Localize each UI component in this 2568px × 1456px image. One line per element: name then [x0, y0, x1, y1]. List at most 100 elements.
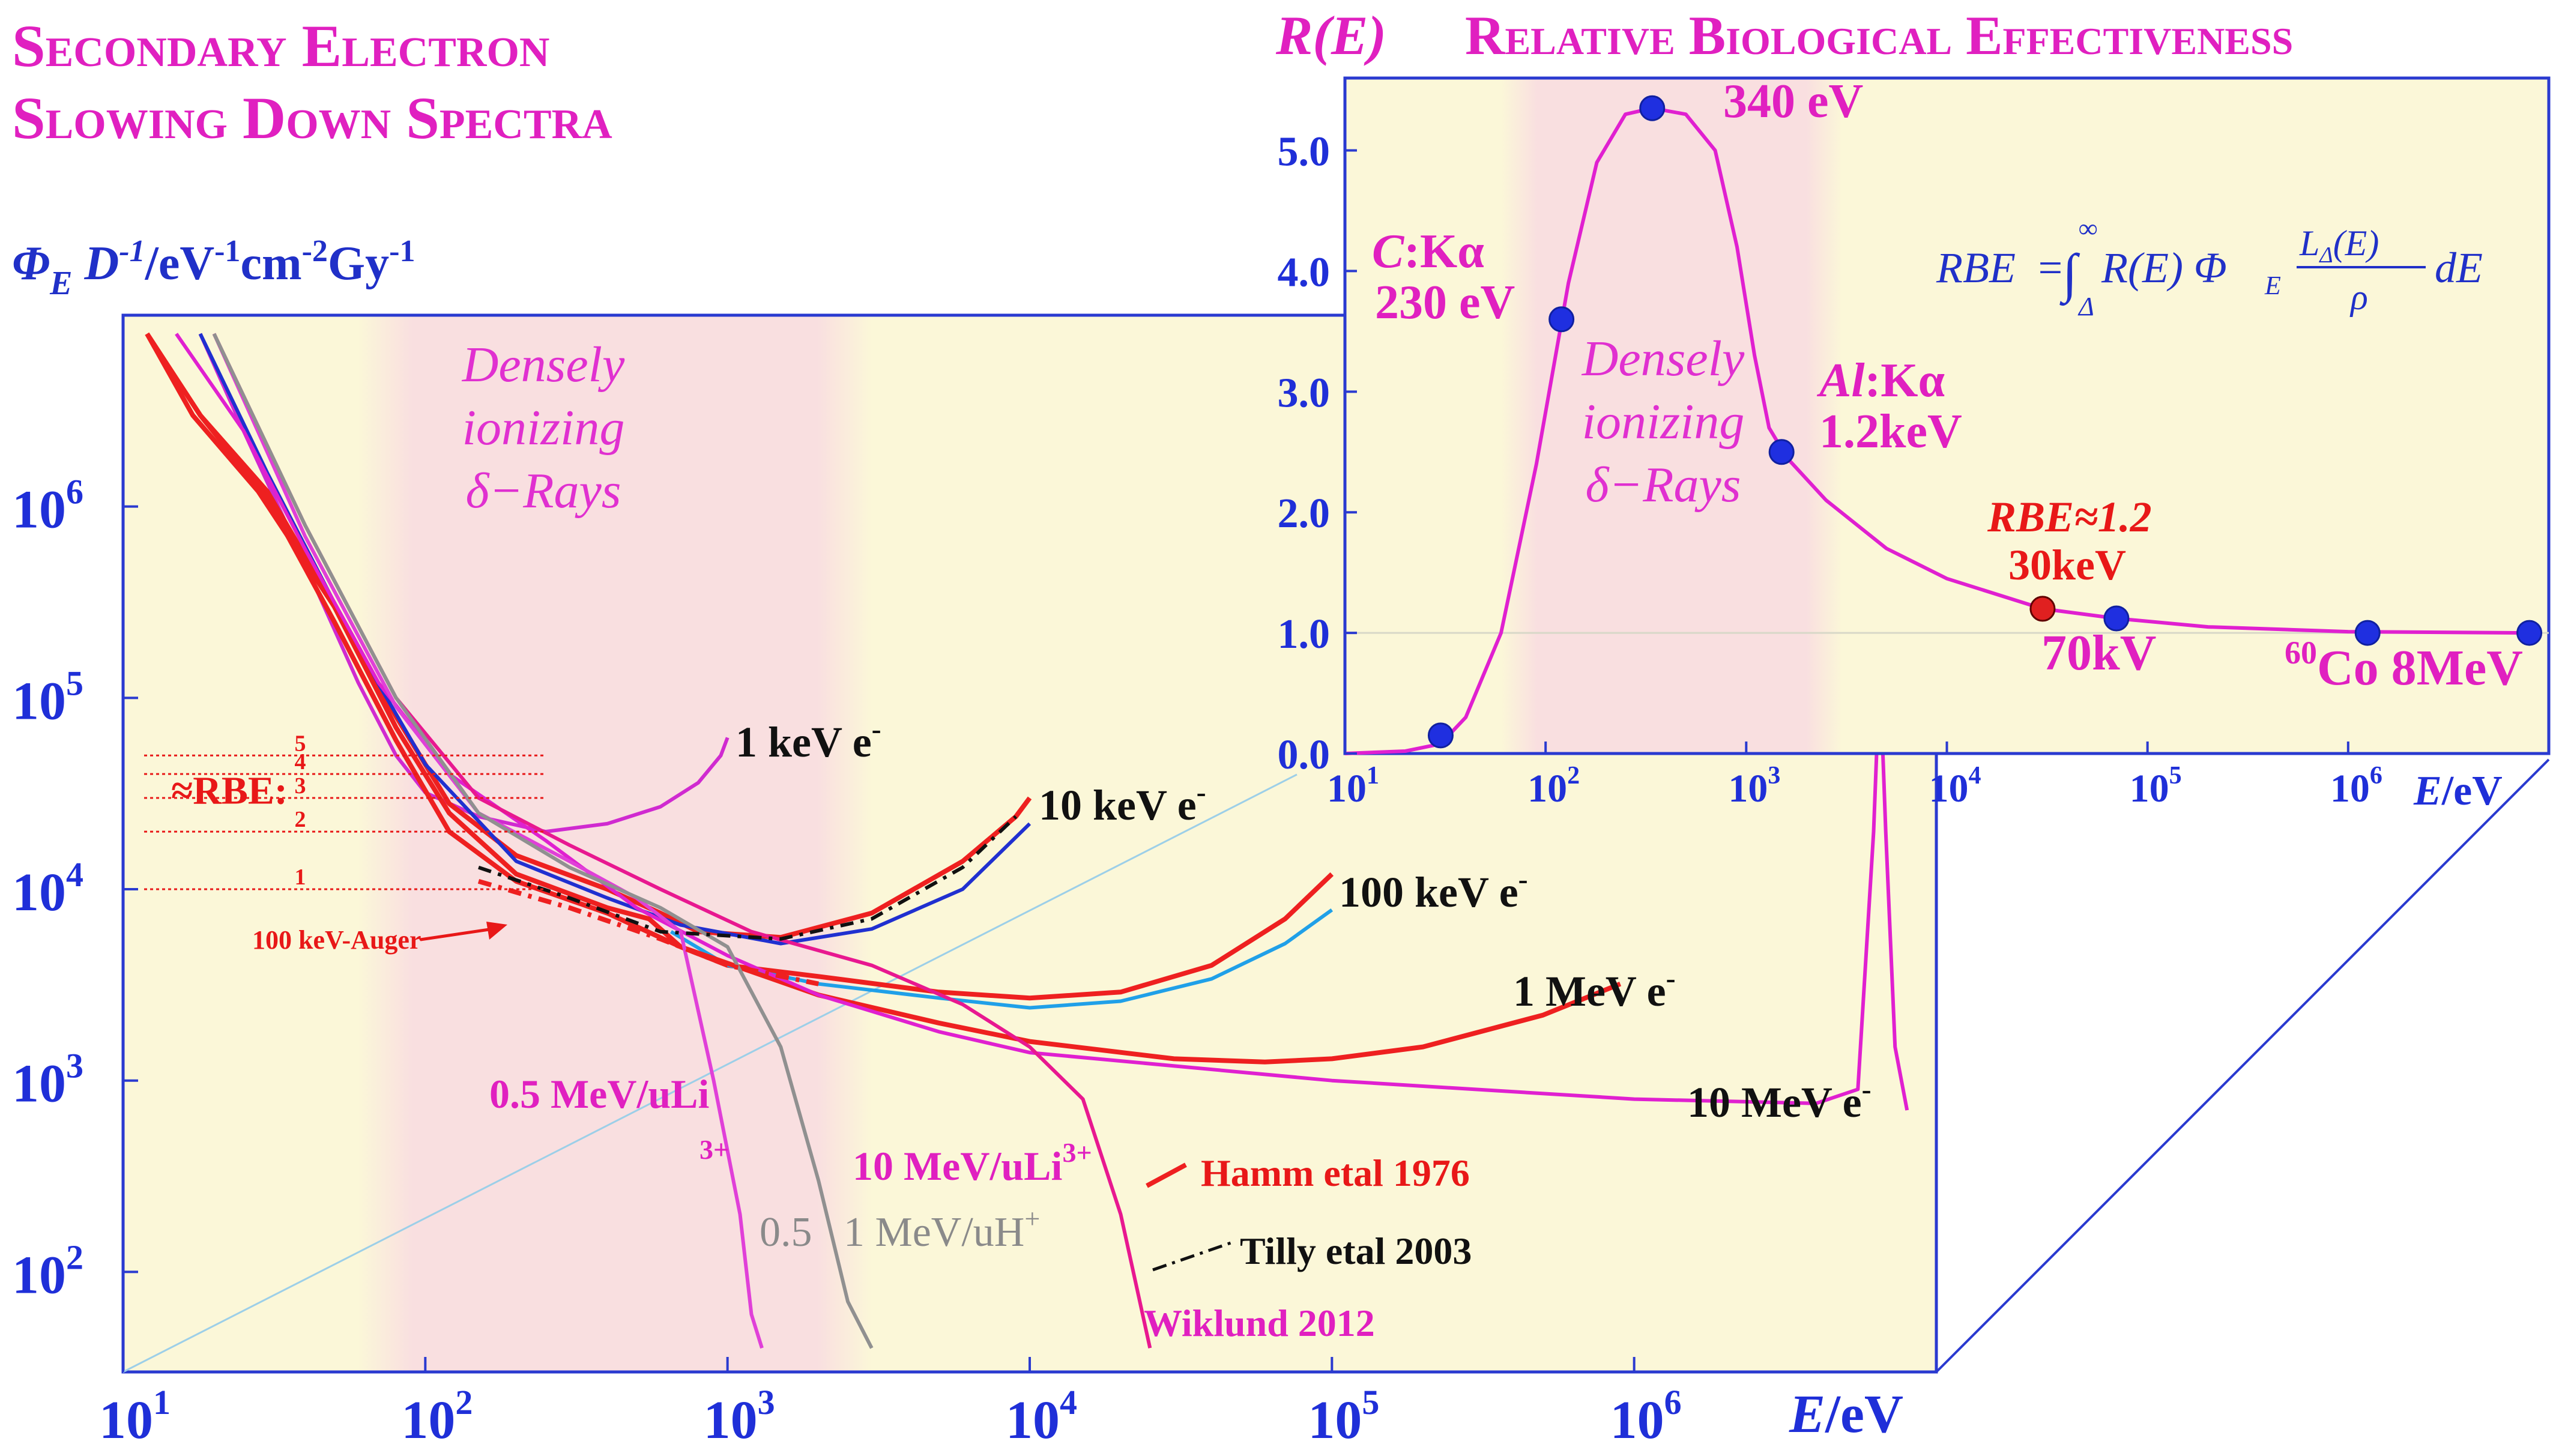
svg-text:RBE: RBE: [1936, 244, 2016, 292]
annot-al-ka: Al:Kα: [1816, 354, 1945, 407]
svg-text:LΔ(E): LΔ(E): [2299, 223, 2379, 268]
inset-y-tick-label: 5.0: [1278, 129, 1331, 175]
annot-340ev: 340 eV: [1723, 75, 1863, 128]
inset-shade-label-2: ionizing: [1582, 394, 1745, 450]
legend-tilly-swatch: [1152, 1241, 1231, 1272]
main-diagonal-guide: [122, 773, 1298, 1373]
label-10keV: 10 keV e-: [1039, 776, 1206, 829]
legend-hamm-label: Hamm etal 1976: [1201, 1152, 1470, 1194]
annot-rbe: RBE≈1.2: [1987, 493, 2152, 541]
rbe-data-point-7: [2516, 620, 2543, 646]
main-x-tick-label: 105: [1308, 1383, 1379, 1450]
rbe-level-number: 2: [295, 807, 306, 832]
annot-al-energy: 1.2keV: [1819, 405, 1962, 458]
rbe-data-point-5: [2103, 605, 2130, 632]
rbe-level-number: 5: [295, 731, 306, 756]
main-series: [145, 332, 1909, 1349]
main-shade-label-3: δ−Rays: [465, 463, 621, 519]
rbe-data-point-0: [1427, 722, 1454, 749]
label-h-05: 0.5: [760, 1209, 812, 1255]
svg-text:E: E: [2264, 271, 2281, 300]
svg-text:=: =: [2035, 244, 2065, 292]
label-100keV: 100 keV e-: [1339, 863, 1528, 916]
inset-y-tick-label: 2.0: [1278, 491, 1331, 537]
main-y-tick-label: 106: [12, 473, 83, 540]
annot-c-energy: 230 eV: [1375, 276, 1515, 329]
inset-y-axis-label: R(E): [1275, 5, 1386, 66]
inset-x-tick-label: 106: [2330, 762, 2382, 811]
svg-text:∞: ∞: [2079, 214, 2097, 243]
main-series-line-10: [477, 878, 819, 986]
main-shade-label-1: Densely: [462, 337, 625, 393]
title-left-line1: Secondary Electron: [12, 13, 549, 79]
auger-arrowhead: [486, 922, 507, 940]
main-grid: [122, 773, 1298, 1373]
inset-x-tick-label: 105: [2130, 762, 2182, 811]
main-x-axis-label: E/eV: [1789, 1385, 1903, 1444]
main-x-tick-label: 102: [401, 1383, 473, 1450]
inset-ticks: 101 102 103 104 105 106 0.0 1.0 2.0 3.0 4.0 5.0: [1278, 129, 2382, 811]
legend: Hamm etal 1976 Tilly etal 2003 Wiklund 2…: [1144, 1152, 1472, 1344]
inset-shade-label-1: Densely: [1582, 331, 1745, 387]
svg-text:ρ: ρ: [2349, 277, 2368, 317]
svg-text:∫: ∫: [2059, 244, 2080, 306]
inset-x-tick-label: 104: [1929, 762, 1981, 811]
inset-points: [1427, 95, 2543, 749]
annot-co60: 60Co 8MeV: [2285, 635, 2523, 696]
inset-chart: 101 102 103 104 105 106 0.0 1.0 2.0 3.0 4.0 5.0 Rel…: [1275, 5, 2551, 814]
label-li-10: 10 MeV/uLi3+: [853, 1137, 1092, 1189]
label-auger: 100 keV-Auger: [252, 925, 421, 955]
main-x-tick-label: 103: [704, 1383, 775, 1450]
annot-30kev: 30keV: [2008, 541, 2126, 589]
main-series-line-11: [478, 815, 1018, 941]
main-shade-label-2: ionizing: [462, 400, 625, 456]
inset-y-tick-label: 0.0: [1278, 732, 1331, 778]
main-y-tick-label: 102: [12, 1237, 83, 1305]
main-x-tick-label: 104: [1006, 1383, 1077, 1450]
inset-y-tick-label: 3.0: [1278, 370, 1331, 416]
inset-x-tick-label: 102: [1527, 762, 1580, 811]
connector-line-right: [1935, 758, 2550, 1373]
label-1MeV: 1 MeV e-: [1513, 962, 1676, 1015]
main-y-tick-label: 104: [12, 855, 83, 922]
label-1keV: 1 keV e-: [736, 713, 881, 766]
inset-shade-label-3: δ−Rays: [1585, 457, 1741, 513]
legend-hamm-swatch: [1146, 1162, 1187, 1188]
svg-text:dE: dE: [2435, 244, 2483, 292]
legend-wiklund-label: Wiklund 2012: [1144, 1302, 1375, 1344]
rbe-data-point-4: [2029, 596, 2056, 622]
rbe-label: ≈RBE:: [171, 769, 288, 813]
rbe-level-number: 3: [295, 773, 306, 799]
main-x-tick-label: 106: [1610, 1383, 1682, 1450]
rbe-equation: RBE = ∫ ∞ Δ R(E) Φ E LΔ(E) ρ dE: [1936, 214, 2483, 321]
label-li-05: 0.5 MeV/uLi: [489, 1071, 709, 1117]
title-left-line2: Slowing Down Spectra: [12, 85, 612, 151]
rbe-data-point-2: [1639, 95, 1666, 121]
main-y-tick-label: 103: [12, 1047, 83, 1114]
annot-70kv: 70kV: [2041, 625, 2156, 681]
label-10MeV: 10 MeV e-: [1687, 1074, 1872, 1126]
inset-y-tick-label: 4.0: [1278, 249, 1331, 295]
rbe-data-point-6: [2354, 620, 2381, 646]
label-li-05-charge: 3+: [699, 1134, 729, 1165]
inset-x-tick-label: 101: [1327, 762, 1379, 811]
main-x-tick-label: 101: [99, 1383, 171, 1450]
svg-text:Δ: Δ: [2077, 292, 2094, 321]
main-y-axis-label: ΦE D-1/eV-1cm-2Gy-1: [12, 234, 415, 302]
svg-text:R(E) Φ: R(E) Φ: [2101, 244, 2227, 292]
svg-text:ΦE D-1/eV-1cm-2Gy-1: ΦE D-1/eV-1cm-2Gy-1: [12, 234, 415, 302]
legend-tilly-label: Tilly etal 2003: [1240, 1230, 1472, 1272]
main-y-tick-label: 105: [12, 663, 83, 731]
rbe-data-point-3: [1768, 439, 1795, 465]
inset-title: Relative Biological Effectiveness: [1465, 5, 2293, 66]
main-ticks: 101 102 103 104 105 106 102 103 104 105 106: [12, 473, 1682, 1450]
rbe-level-number: 1: [295, 865, 306, 890]
rbe-data-point-1: [1548, 306, 1575, 333]
annot-c-ka: C:Kα: [1372, 225, 1484, 278]
inset-x-axis-label: E/eV: [2413, 768, 2503, 814]
inset-x-tick-label: 103: [1728, 762, 1780, 811]
inset-y-tick-label: 1.0: [1278, 611, 1331, 657]
main-series-line-9: [212, 333, 874, 1349]
